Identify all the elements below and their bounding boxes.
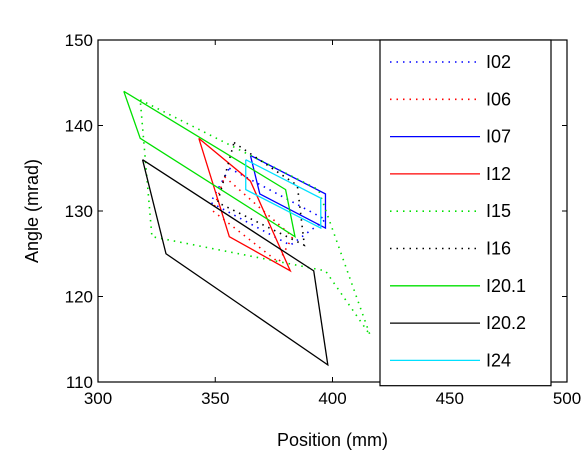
series-line-i24 (245, 159, 322, 230)
series-line-i07 (249, 154, 327, 230)
y-tick-label: 110 (66, 373, 93, 392)
axis-ticks: 300 350 400 450 500 110 120 130 140 150 (65, 31, 582, 408)
x-tick-label: 500 (553, 389, 581, 408)
x-tick-label: 400 (318, 389, 346, 408)
y-tick-label: 130 (65, 202, 93, 221)
x-tick-label: 350 (201, 389, 229, 408)
legend-label: I12 (486, 164, 511, 184)
legend-label: I16 (486, 239, 511, 259)
x-tick-label: 300 (84, 389, 112, 408)
y-tick-label: 150 (65, 31, 93, 50)
y-axis-label: Angle (mrad) (22, 159, 42, 263)
legend-label: I20.2 (486, 313, 526, 333)
legend-label: I07 (486, 127, 511, 147)
series-line-i15 (139, 99, 371, 336)
series-line-i06 (211, 176, 294, 264)
plot-lines (123, 90, 371, 367)
y-tick-label: 120 (65, 288, 93, 307)
legend-label: I24 (486, 350, 511, 370)
series-line-i16 (216, 141, 306, 247)
legend-label: I02 (486, 52, 511, 72)
legend-box (379, 39, 552, 387)
x-axis-label: Position (mm) (277, 430, 388, 450)
series-line-i02 (209, 167, 327, 247)
legend-label: I15 (486, 201, 511, 221)
x-tick-label: 450 (436, 389, 464, 408)
legend-label: I06 (486, 89, 511, 109)
series-line-i20-2 (141, 159, 329, 367)
series-line-i12 (198, 137, 292, 273)
legend-label: I20.1 (486, 276, 526, 296)
y-tick-label: 140 (65, 117, 93, 136)
legend: I02 I06 I07 I12 I15 I16 I20.1 I20.2 I24 (379, 39, 552, 387)
series-line-i20-1 (123, 90, 296, 239)
